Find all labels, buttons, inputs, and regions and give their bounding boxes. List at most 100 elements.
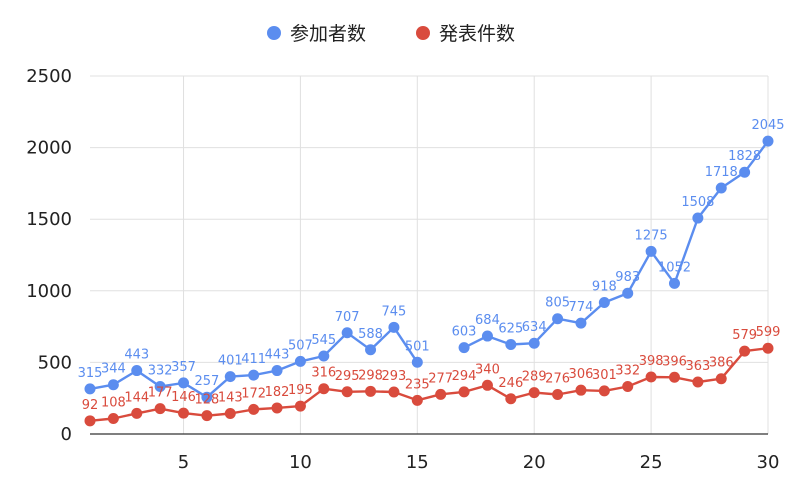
data-label: 144 bbox=[124, 390, 149, 405]
data-point bbox=[481, 330, 493, 342]
data-point bbox=[645, 371, 657, 383]
data-label: 501 bbox=[405, 339, 430, 354]
data-point bbox=[271, 402, 283, 414]
data-label: 1828 bbox=[728, 149, 761, 164]
data-label: 634 bbox=[522, 320, 547, 335]
data-label: 298 bbox=[358, 368, 383, 383]
legend-marker-1 bbox=[416, 26, 430, 40]
data-point bbox=[294, 355, 306, 367]
data-label: 235 bbox=[405, 377, 430, 392]
data-label: 246 bbox=[498, 376, 523, 391]
data-label: 1052 bbox=[658, 260, 691, 275]
data-point bbox=[224, 408, 236, 420]
data-label: 983 bbox=[615, 270, 640, 285]
x-tick-label: 30 bbox=[757, 452, 780, 473]
data-point bbox=[622, 287, 634, 299]
data-point bbox=[715, 373, 727, 385]
data-label: 918 bbox=[592, 280, 617, 295]
data-label: 398 bbox=[639, 354, 664, 369]
data-labels: 3153444433323572574014114435075457075887… bbox=[78, 118, 785, 413]
data-point bbox=[668, 371, 680, 383]
data-label: 316 bbox=[311, 366, 336, 381]
data-label: 396 bbox=[662, 354, 687, 369]
x-tick-label: 20 bbox=[523, 452, 546, 473]
data-point bbox=[692, 212, 704, 224]
data-point bbox=[575, 384, 587, 396]
data-label: 603 bbox=[452, 325, 477, 340]
data-label: 625 bbox=[498, 322, 523, 337]
data-label: 293 bbox=[382, 369, 407, 384]
y-tick-label: 2500 bbox=[26, 66, 72, 87]
data-point bbox=[762, 135, 774, 147]
data-label: 108 bbox=[101, 396, 126, 411]
data-label: 599 bbox=[756, 325, 781, 340]
data-point bbox=[84, 383, 96, 395]
data-label: 277 bbox=[428, 371, 453, 386]
data-point bbox=[131, 407, 143, 419]
data-point bbox=[598, 297, 610, 309]
data-point bbox=[692, 376, 704, 388]
data-point bbox=[341, 386, 353, 398]
data-label: 443 bbox=[265, 348, 290, 363]
data-point bbox=[224, 371, 236, 383]
data-point bbox=[365, 344, 377, 356]
data-label: 92 bbox=[82, 398, 99, 413]
data-label: 707 bbox=[335, 310, 360, 325]
x-axis-ticks: 5 10 15 20 25 30 bbox=[178, 452, 780, 473]
data-point bbox=[411, 356, 423, 368]
data-label: 507 bbox=[288, 338, 313, 353]
data-label: 172 bbox=[241, 386, 266, 401]
y-tick-label: 500 bbox=[38, 352, 72, 373]
data-label: 1718 bbox=[705, 165, 738, 180]
data-label: 146 bbox=[171, 390, 196, 405]
y-tick-label: 1000 bbox=[26, 281, 72, 302]
y-tick-label: 1500 bbox=[26, 209, 72, 230]
data-point bbox=[528, 387, 540, 399]
data-point bbox=[552, 313, 564, 325]
data-point bbox=[178, 377, 190, 389]
data-point bbox=[598, 385, 610, 397]
data-label: 344 bbox=[101, 362, 126, 377]
data-label: 588 bbox=[358, 327, 383, 342]
x-tick-label: 5 bbox=[178, 452, 189, 473]
data-point bbox=[84, 415, 96, 427]
data-point bbox=[739, 166, 751, 178]
data-point bbox=[131, 365, 143, 377]
data-label: 195 bbox=[288, 383, 313, 398]
data-label: 332 bbox=[148, 363, 173, 378]
data-point bbox=[552, 388, 564, 400]
data-point bbox=[154, 380, 166, 392]
data-point bbox=[762, 342, 774, 354]
data-label: 579 bbox=[732, 328, 757, 343]
data-point bbox=[645, 245, 657, 257]
data-label: 443 bbox=[124, 348, 149, 363]
data-point bbox=[201, 410, 213, 422]
data-label: 276 bbox=[545, 371, 570, 386]
data-label: 411 bbox=[241, 352, 266, 367]
data-label: 1275 bbox=[635, 228, 668, 243]
y-axis-ticks: 0 500 1000 1500 2000 2500 bbox=[26, 66, 72, 445]
data-label: 128 bbox=[194, 393, 219, 408]
legend-marker-0 bbox=[267, 26, 281, 40]
data-point bbox=[294, 400, 306, 412]
data-point bbox=[458, 386, 470, 398]
data-point bbox=[318, 383, 330, 395]
x-tick-label: 10 bbox=[289, 452, 312, 473]
data-point bbox=[107, 379, 119, 391]
data-point bbox=[715, 182, 727, 194]
data-point bbox=[248, 369, 260, 381]
data-label: 545 bbox=[311, 333, 336, 348]
legend-label-1: 発表件数 bbox=[439, 23, 515, 45]
data-label: 257 bbox=[194, 374, 219, 389]
data-label: 386 bbox=[709, 356, 734, 371]
data-point bbox=[154, 403, 166, 415]
data-label: 315 bbox=[78, 366, 103, 381]
data-label: 357 bbox=[171, 360, 196, 375]
data-label: 289 bbox=[522, 370, 547, 385]
data-label: 182 bbox=[265, 385, 290, 400]
data-label: 684 bbox=[475, 313, 500, 328]
data-label: 774 bbox=[569, 300, 594, 315]
data-label: 1508 bbox=[681, 195, 714, 210]
data-label: 294 bbox=[452, 369, 477, 384]
